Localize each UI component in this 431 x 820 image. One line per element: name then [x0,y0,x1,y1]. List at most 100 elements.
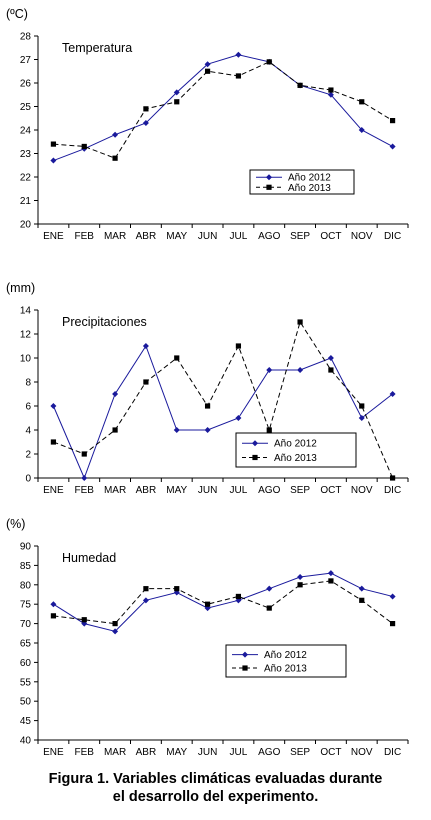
data-point [327,355,334,361]
y-tick-label: 6 [25,402,31,413]
y-tick-label: 0 [25,474,31,485]
chart-2: (%) Humedad 40 45 50 55 60 65 70 75 80 85 90 ENE FEB MA… [6,517,409,758]
x-tick-label: ENE [43,485,64,496]
x-tick-label: ENE [43,747,64,758]
data-point [112,391,119,397]
y-tick-label: 4 [25,426,31,437]
figure-caption: Figura 1. Variables climáticas evaluadas… [0,770,431,806]
data-point [50,613,57,619]
x-tick-label: NOV [351,231,373,242]
data-point [297,319,303,325]
chart-title: Temperatura [62,41,132,55]
data-point [143,379,149,385]
series-line-1 [53,580,393,625]
data-point [112,621,118,627]
data-point [174,586,180,592]
x-tick-label: MAR [104,231,126,242]
y-tick-label: 22 [20,173,32,184]
data-point [297,82,303,88]
legend-box [249,169,355,195]
data-point [328,578,334,584]
data-point [327,91,334,98]
y-tick-label: 20 [20,220,32,231]
x-tick-label: AGO [258,747,280,758]
x-tick-label: MAY [166,231,187,242]
data-point [297,367,304,373]
x-tick-label: ABR [136,485,157,496]
x-tick-label: MAY [166,485,187,496]
y-tick-label: 50 [20,697,32,708]
data-point [266,427,272,433]
y-axis-unit-label: (mm) [6,281,35,295]
data-point [50,439,57,445]
y-tick-label: 2 [25,450,31,461]
y-tick-label: 60 [20,658,32,669]
data-point [358,585,365,592]
data-point [359,597,365,603]
series-line-0 [53,572,393,632]
data-point [173,427,180,433]
y-axis-unit-label: (%) [6,517,25,531]
y-tick-label: 80 [20,580,32,591]
x-tick-label: JUL [230,485,248,496]
data-point [358,415,365,421]
legend-box [235,432,357,468]
data-point [50,601,57,608]
x-tick-label: FEB [75,231,95,242]
data-point [112,131,119,138]
data-point [81,451,87,457]
chart-0: (ºC) Temperatura 20 21 22 23 24 25 26 27 28 ENE FEB M… [6,7,409,242]
y-tick-label: 23 [20,149,32,160]
y-tick-label: 12 [20,330,32,341]
data-point [266,367,273,373]
x-tick-label: SEP [290,231,310,242]
data-point [389,621,396,627]
data-point [143,106,149,112]
y-tick-label: 25 [20,102,32,113]
chart-title: Humedad [62,551,116,565]
data-point [81,475,88,481]
y-tick-label: 21 [20,196,32,207]
legend-label: Año 2012 [264,650,307,661]
data-point [204,403,211,409]
y-tick-label: 8 [25,378,31,389]
y-tick-label: 40 [20,736,32,747]
data-point [173,89,180,96]
x-tick-label: AGO [258,231,280,242]
y-tick-label: 85 [20,561,32,572]
x-tick-label: DIC [384,231,401,242]
data-point [81,617,87,623]
data-point [266,605,272,611]
data-point [389,475,396,481]
x-tick-label: MAR [104,747,126,758]
data-point [389,391,396,397]
y-tick-label: 45 [20,716,32,727]
data-point [235,593,242,600]
x-tick-label: JUN [198,485,217,496]
data-point [81,143,87,150]
legend-marker [242,651,248,658]
legend-label: Año 2012 [274,439,317,450]
y-tick-label: 14 [20,306,32,317]
data-point [327,570,334,577]
data-point [266,585,273,592]
x-tick-label: SEP [290,747,310,758]
data-point [235,343,242,349]
x-tick-label: SEP [290,485,310,496]
y-tick-label: 27 [20,55,32,66]
data-point [112,155,118,161]
legend-label: Año 2013 [288,183,331,194]
legend-label: Año 2013 [264,664,307,675]
chart-title: Precipitaciones [62,315,147,329]
chart-1: (mm) Precipitaciones 0 2 4 6 8 10 12 14 ENE FEB MAR A… [6,281,409,496]
x-tick-label: JUN [198,231,217,242]
legend-marker [242,665,248,671]
data-point [266,59,272,65]
data-point [235,415,242,421]
data-point [112,427,118,433]
legend-marker [252,454,258,461]
data-point [112,628,119,635]
x-tick-label: MAR [104,485,126,496]
legend-marker [266,184,272,190]
